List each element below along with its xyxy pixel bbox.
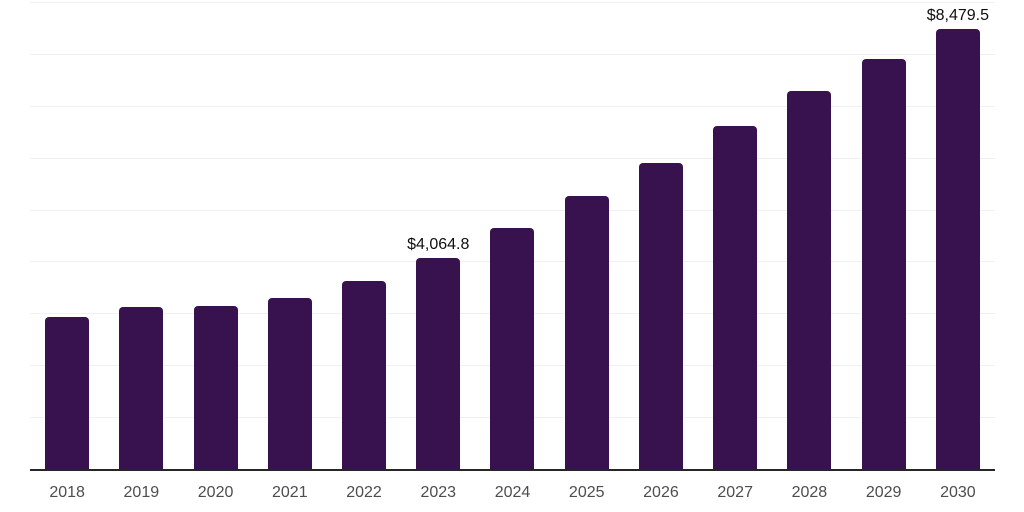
x-tick-2023: 2023: [420, 484, 457, 501]
bar-slot-2022: [327, 2, 401, 469]
x-axis: 2018 2019 2020 2021 2022 2023 2024 2025 2026 2027…: [30, 483, 995, 505]
x-tick-2024: 2024: [494, 484, 531, 501]
x-tick-2026: 2026: [643, 484, 679, 501]
bar-2027: [713, 126, 758, 469]
bar-value-label-2023: $4,064.8: [407, 236, 470, 254]
bar-2029: [861, 59, 906, 469]
bar-value-label-2030: $8,479.5: [926, 7, 990, 25]
bar-2028: [787, 90, 832, 469]
bar-slot-2023: $4,064.8: [401, 2, 475, 469]
bar-slot-2025: [550, 2, 624, 469]
x-tick-2027: 2027: [717, 484, 753, 501]
x-tick-2019: 2019: [123, 484, 160, 501]
x-tick-2030: 2030: [940, 484, 976, 501]
gridline-6000: [30, 157, 995, 159]
bar-slot-2019: [104, 2, 178, 469]
x-tick-2028: 2028: [791, 484, 828, 501]
bar-slot-2018: [30, 2, 104, 469]
bar-slot-2026: [624, 2, 698, 469]
x-tick-2025: 2025: [568, 484, 605, 501]
bar-2023: [416, 258, 461, 469]
bar-slot-2024: [475, 2, 549, 469]
bar-slot-2020: [178, 2, 252, 469]
plot-area: $4,064.8 $8,479.5: [30, 2, 995, 471]
bar-2019: [119, 307, 164, 469]
bar-slot-2029: [847, 2, 921, 469]
x-tick-2020: 2020: [197, 484, 234, 501]
bar-2024: [490, 227, 535, 469]
bar-2022: [342, 280, 387, 469]
bar-slot-2030: $8,479.5: [921, 2, 995, 469]
x-tick-2022: 2022: [346, 484, 382, 501]
bar-2025: [564, 195, 609, 469]
bar-2030: [935, 29, 980, 469]
gridline-9000: [30, 2, 995, 3]
gridline-7000: [30, 105, 995, 107]
gridline-5000: [30, 209, 995, 211]
bar-2020: [193, 305, 238, 469]
x-tick-2021: 2021: [272, 484, 308, 501]
bar-2018: [45, 316, 90, 469]
x-tick-2018: 2018: [49, 484, 85, 501]
bar-slot-2028: [772, 2, 846, 469]
bar-slot-2021: [253, 2, 327, 469]
bar-slot-2027: [698, 2, 772, 469]
bar-2026: [638, 162, 683, 469]
gridline-8000: [30, 53, 995, 55]
x-tick-2029: 2029: [865, 484, 902, 501]
bar-2021: [267, 298, 312, 469]
